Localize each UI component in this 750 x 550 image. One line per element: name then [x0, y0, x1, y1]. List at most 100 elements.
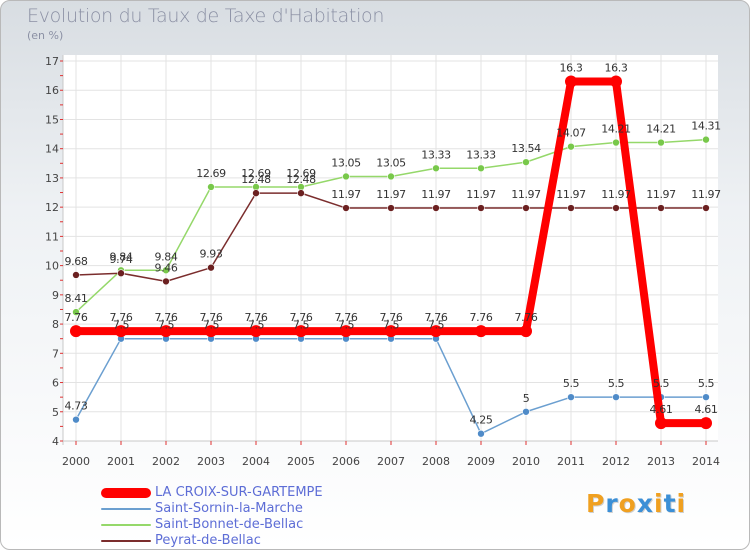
- data-label: 4.61: [650, 403, 673, 416]
- data-label: 11.97: [601, 188, 631, 201]
- data-label: 9.68: [65, 255, 88, 268]
- data-label: 12.69: [196, 167, 226, 180]
- data-point: [702, 204, 710, 212]
- data-point: [522, 204, 530, 212]
- data-label: 14.21: [646, 123, 676, 136]
- data-label: 11.97: [331, 188, 361, 201]
- data-label: 13.05: [331, 156, 361, 169]
- data-label: 11.97: [646, 188, 676, 201]
- data-point: [475, 325, 487, 338]
- data-point: [160, 325, 172, 338]
- data-point: [477, 164, 485, 173]
- data-label: 4.25: [470, 414, 493, 427]
- data-label: 7.5: [428, 319, 445, 332]
- y-tick-label: 6: [52, 377, 59, 390]
- x-tick-label: 2014: [692, 455, 720, 468]
- y-tick-label: 10: [45, 260, 59, 273]
- data-label: 14.07: [556, 127, 586, 140]
- data-point: [477, 204, 485, 212]
- data-label: 11.97: [511, 188, 541, 201]
- y-tick-label: 15: [45, 113, 59, 126]
- data-point: [117, 269, 125, 278]
- data-label: 11.97: [691, 188, 721, 201]
- data-label: 7.76: [155, 311, 178, 324]
- data-point: [207, 263, 215, 272]
- data-label: 13.33: [466, 148, 496, 161]
- data-point: [657, 138, 665, 147]
- data-label: 5.5: [698, 377, 715, 390]
- data-label: 7.5: [113, 319, 130, 332]
- legend-swatch: [101, 540, 151, 542]
- data-point: [162, 266, 170, 275]
- data-point: [520, 325, 532, 338]
- data-label: 5.5: [608, 377, 625, 390]
- data-point: [342, 204, 350, 212]
- data-point: [702, 393, 710, 401]
- data-point: [610, 75, 622, 88]
- x-tick-label: 2010: [512, 455, 540, 468]
- data-label: 7.76: [290, 311, 313, 324]
- y-tick-label: 4: [52, 435, 59, 448]
- data-point: [432, 164, 440, 173]
- legend-swatch: [101, 508, 151, 510]
- data-label: 7.76: [380, 311, 403, 324]
- data-point: [205, 325, 217, 338]
- legend-swatch: [101, 524, 151, 526]
- data-point: [612, 204, 620, 212]
- data-label: 9.74: [110, 253, 133, 266]
- y-tick-label: 14: [45, 143, 59, 156]
- data-label: 7.76: [335, 311, 358, 324]
- logo-letter: o: [618, 489, 637, 518]
- legend-item: Peyrat-de-Bellac: [101, 533, 421, 549]
- logo-letter: r: [605, 489, 619, 518]
- data-point: [72, 271, 80, 279]
- x-tick-label: 2007: [377, 455, 405, 468]
- data-label: 7.5: [158, 319, 175, 332]
- data-label: 4.61: [695, 403, 718, 416]
- x-tick-label: 2005: [287, 455, 315, 468]
- data-label: 4.73: [65, 400, 88, 413]
- data-label: 5.5: [653, 377, 670, 390]
- data-point: [207, 183, 215, 191]
- logo-letter: i: [654, 489, 664, 518]
- data-label: 11.97: [376, 188, 406, 201]
- logo-letter: i: [676, 489, 687, 518]
- legend-swatch: [101, 488, 151, 498]
- data-point: [430, 325, 442, 338]
- data-point: [342, 172, 350, 181]
- y-tick-label: 9: [52, 289, 59, 302]
- chart-subtitle: (en %): [27, 29, 64, 42]
- data-point: [162, 277, 170, 286]
- logo-letter: t: [663, 489, 677, 518]
- data-label: 11.97: [466, 188, 496, 201]
- x-tick-label: 2000: [62, 455, 90, 468]
- data-point: [702, 135, 710, 144]
- logo-letter: P: [586, 489, 606, 518]
- logo-letter: x: [636, 489, 654, 518]
- data-point: [477, 429, 485, 438]
- legend-label: Saint-Bonnet-de-Bellac: [155, 517, 304, 532]
- data-label: 11.97: [556, 188, 586, 201]
- legend-label: LA CROIX-SUR-GARTEMPE: [155, 485, 323, 500]
- data-point: [565, 75, 577, 88]
- data-label: 14.21: [601, 123, 631, 136]
- data-point: [567, 142, 575, 151]
- data-label: 12.48: [286, 173, 316, 186]
- y-tick-label: 11: [45, 230, 59, 243]
- data-label: 16.3: [605, 61, 628, 74]
- data-label: 7.5: [338, 319, 355, 332]
- data-label: 12.69: [241, 167, 271, 180]
- data-point: [387, 172, 395, 181]
- data-point: [700, 417, 712, 430]
- data-point: [387, 204, 395, 212]
- data-point: [72, 308, 80, 316]
- y-tick-label: 16: [45, 84, 59, 97]
- proxiti-logo: Proxiti: [586, 489, 686, 518]
- data-label: 7.76: [65, 311, 88, 324]
- x-tick-label: 2008: [422, 455, 450, 468]
- data-label: 7.76: [200, 311, 223, 324]
- data-label: 7.5: [203, 319, 220, 332]
- data-label: 7.76: [425, 311, 448, 324]
- data-label: 13.33: [421, 148, 451, 161]
- data-label: 12.48: [241, 173, 271, 186]
